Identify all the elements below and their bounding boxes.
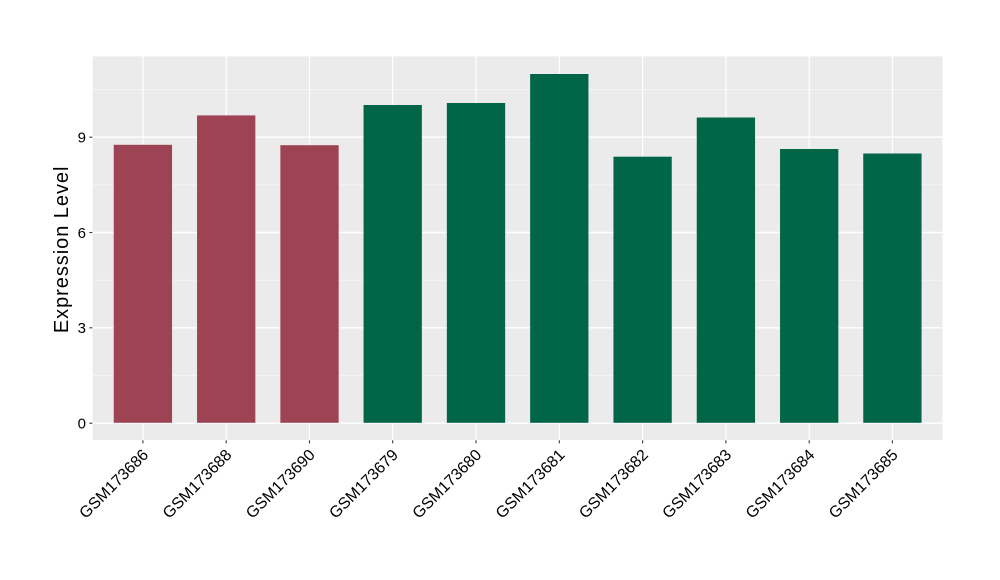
svg-text:9: 9 [78,130,86,147]
svg-text:6: 6 [78,225,86,242]
svg-text:0: 0 [78,416,86,433]
svg-text:3: 3 [78,320,86,337]
svg-text:Expression Level: Expression Level [51,166,73,334]
